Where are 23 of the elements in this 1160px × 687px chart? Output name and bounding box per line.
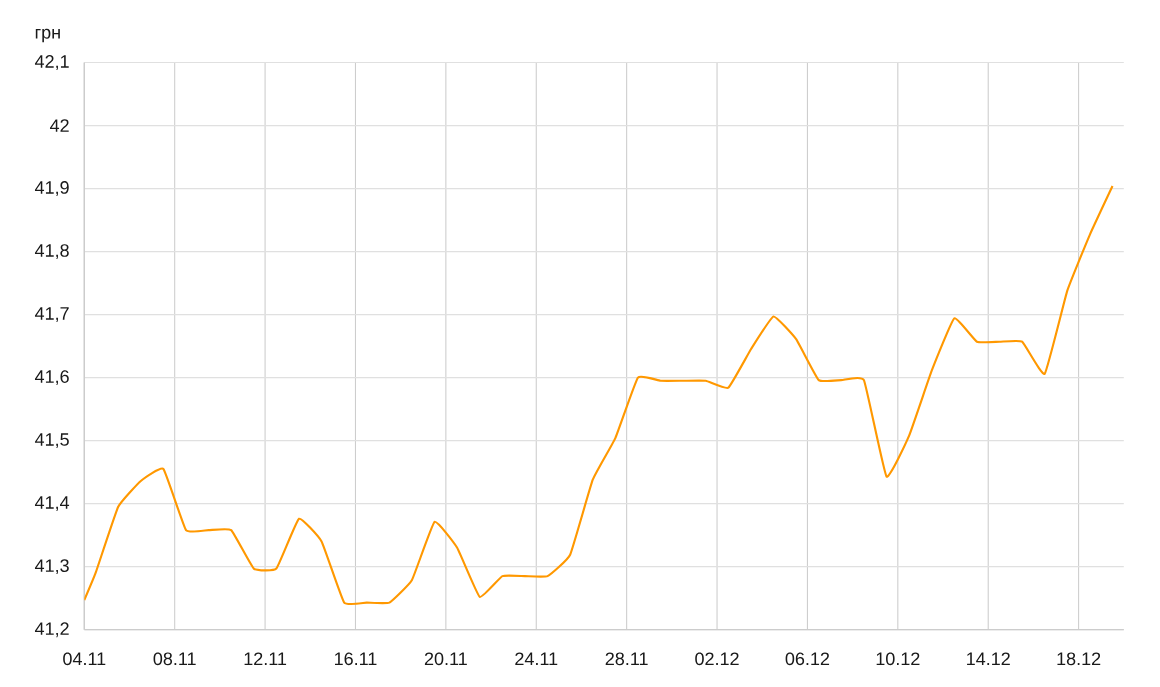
- y-tick-label: 41,9: [34, 181, 69, 196]
- y-tick-label: 42,1: [34, 55, 69, 70]
- x-tick-label: 14.12: [967, 652, 1010, 665]
- y-tick-label: 41,6: [34, 370, 69, 386]
- y-tick-label: 41,8: [34, 244, 69, 260]
- y-axis-title: грн: [35, 28, 60, 43]
- x-tick-label: 28.11: [605, 652, 648, 666]
- y-tick-label: 41,3: [34, 559, 69, 575]
- x-tick-label: 06.12: [785, 652, 830, 666]
- y-tick-label: 42: [49, 119, 69, 132]
- x-tick-label: 18.12: [1057, 652, 1101, 666]
- x-tick-label: 24.11: [515, 652, 558, 665]
- y-tick-label: 41,7: [34, 307, 69, 322]
- x-tick-label: 10.12: [876, 652, 920, 666]
- y-tick-label: 41,5: [34, 433, 69, 448]
- x-tick-label: 02.12: [695, 652, 739, 666]
- x-tick-label: 20.11: [424, 652, 467, 666]
- x-tick-label: 12.11: [244, 652, 287, 665]
- y-tick-label: 41,4: [34, 496, 70, 511]
- x-tick-label: 08.11: [153, 652, 196, 666]
- x-tick-label: 16.11: [335, 652, 377, 666]
- y-tick-label: 41,2: [34, 622, 69, 638]
- x-tick-label: 04.11: [63, 652, 106, 666]
